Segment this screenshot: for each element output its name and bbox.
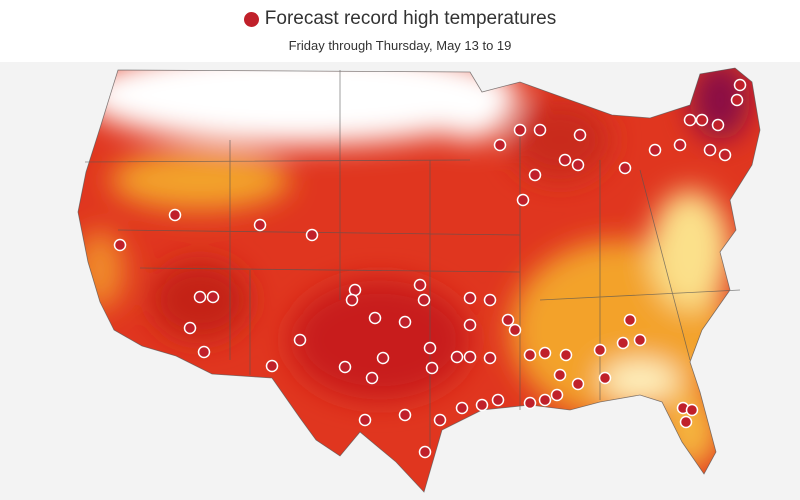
record-dot [463, 350, 477, 364]
record-dot [413, 278, 427, 292]
record-dot [183, 321, 197, 335]
record-dot [553, 368, 567, 382]
record-dot [571, 158, 585, 172]
record-dot [491, 393, 505, 407]
record-dot [345, 293, 359, 307]
record-dot [648, 143, 662, 157]
state-lines [77, 67, 761, 493]
record-dot [538, 393, 552, 407]
record-dot [679, 415, 693, 429]
record-dot [423, 341, 437, 355]
record-dot [598, 371, 612, 385]
record-dot [711, 118, 725, 132]
record-dot [673, 138, 687, 152]
subtitle: Friday through Thursday, May 13 to 19 [288, 37, 512, 53]
record-dot [523, 348, 537, 362]
title: Forecast record high temperatures [264, 8, 557, 29]
record-dot [455, 401, 469, 415]
record-dot [493, 138, 507, 152]
record-dot [365, 371, 379, 385]
record-dot [538, 346, 552, 360]
record-dot [358, 413, 372, 427]
record-dot [683, 113, 697, 127]
heat-blobs [78, 68, 750, 470]
record-dot [558, 153, 572, 167]
record-dot [733, 78, 747, 92]
record-dot [193, 290, 207, 304]
record-dot [501, 313, 515, 327]
record-dot [618, 161, 632, 175]
record-dot [305, 228, 319, 242]
header: Forecast record high temperatures Friday… [0, 0, 800, 62]
record-dot [516, 193, 530, 207]
record-dot [450, 350, 464, 364]
record-dot [417, 293, 431, 307]
record-dot [483, 351, 497, 365]
record-dot [368, 311, 382, 325]
record-dot [338, 360, 352, 374]
record-dot [730, 93, 744, 107]
record-dot [533, 123, 547, 137]
record-dots [113, 78, 747, 459]
record-dot [206, 290, 220, 304]
record-dot [168, 208, 182, 222]
record-dot [293, 333, 307, 347]
record-dot [433, 413, 447, 427]
record-dot [475, 398, 489, 412]
record-dot [559, 348, 573, 362]
record-dot [398, 315, 412, 329]
record-dot [573, 128, 587, 142]
map [0, 62, 800, 500]
record-dot [616, 336, 630, 350]
record-dot [593, 343, 607, 357]
record-dot [265, 359, 279, 373]
record-dot [550, 388, 564, 402]
record-dot [376, 351, 390, 365]
record-dot [463, 318, 477, 332]
record-dot [623, 313, 637, 327]
record-dot [508, 323, 522, 337]
record-dot [463, 291, 477, 305]
record-dot [695, 113, 709, 127]
record-dot [418, 445, 432, 459]
record-dot [513, 123, 527, 137]
title-row: Forecast record high temperatures [243, 8, 557, 30]
record-dot [718, 148, 732, 162]
record-dot [528, 168, 542, 182]
record-dot [253, 218, 267, 232]
record-dot [685, 403, 699, 417]
record-dot [425, 361, 439, 375]
record-dot [571, 377, 585, 391]
record-dot [398, 408, 412, 422]
legend-dot [243, 11, 259, 27]
record-dot [113, 238, 127, 252]
record-dot [703, 143, 717, 157]
record-dot [197, 345, 211, 359]
record-dot [523, 396, 537, 410]
record-dot [483, 293, 497, 307]
record-dot [633, 333, 647, 347]
